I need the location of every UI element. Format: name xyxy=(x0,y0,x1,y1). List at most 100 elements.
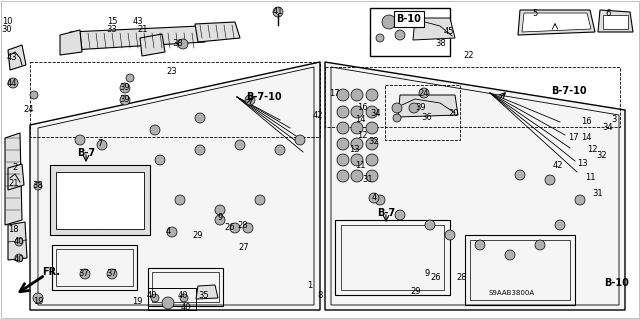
Text: 26: 26 xyxy=(431,273,442,283)
Text: 23: 23 xyxy=(166,66,177,76)
Bar xyxy=(465,235,575,305)
Bar xyxy=(385,85,460,140)
Polygon shape xyxy=(413,18,455,40)
Text: 43: 43 xyxy=(132,18,143,26)
Text: 17: 17 xyxy=(568,132,579,142)
Text: 33: 33 xyxy=(107,25,117,33)
Circle shape xyxy=(575,195,585,205)
Circle shape xyxy=(475,240,485,250)
Circle shape xyxy=(273,7,283,17)
Circle shape xyxy=(178,39,188,49)
Text: 9: 9 xyxy=(424,269,429,278)
Circle shape xyxy=(155,155,165,165)
Text: 16: 16 xyxy=(356,102,367,112)
Text: 31: 31 xyxy=(363,175,373,184)
Text: 36: 36 xyxy=(422,114,433,122)
Text: 28: 28 xyxy=(457,273,467,283)
Circle shape xyxy=(175,195,185,205)
Text: 19: 19 xyxy=(132,298,142,307)
Text: 29: 29 xyxy=(193,231,204,240)
Circle shape xyxy=(366,122,378,134)
Text: 13: 13 xyxy=(577,160,588,168)
Bar xyxy=(30,62,320,137)
Text: 41: 41 xyxy=(273,8,284,17)
Text: 29: 29 xyxy=(411,286,421,295)
Circle shape xyxy=(375,195,385,205)
Text: 37: 37 xyxy=(107,270,117,278)
Circle shape xyxy=(445,230,455,240)
Text: 43: 43 xyxy=(6,54,17,63)
Circle shape xyxy=(215,215,225,225)
Text: B-10: B-10 xyxy=(397,14,421,24)
Text: 2: 2 xyxy=(12,164,18,173)
Circle shape xyxy=(243,223,253,233)
Circle shape xyxy=(376,34,384,42)
Circle shape xyxy=(351,154,363,166)
Text: 42: 42 xyxy=(313,110,323,120)
Text: 14: 14 xyxy=(580,133,591,143)
Bar xyxy=(370,8,450,56)
Text: 38: 38 xyxy=(33,181,44,189)
Circle shape xyxy=(369,193,379,203)
Text: 32: 32 xyxy=(596,152,607,160)
Bar xyxy=(56,249,133,286)
Text: S9AAB3800A: S9AAB3800A xyxy=(489,290,535,296)
Circle shape xyxy=(366,170,378,182)
Circle shape xyxy=(245,95,255,105)
Bar xyxy=(56,172,144,229)
Text: B-7-10: B-7-10 xyxy=(551,86,587,96)
Circle shape xyxy=(395,210,405,220)
Circle shape xyxy=(30,91,38,99)
Polygon shape xyxy=(518,10,595,35)
Text: 20: 20 xyxy=(449,108,460,117)
Bar xyxy=(335,220,450,295)
Text: 21: 21 xyxy=(9,179,19,188)
Text: 17: 17 xyxy=(329,88,339,98)
Polygon shape xyxy=(30,62,320,310)
Text: 24: 24 xyxy=(24,106,35,115)
Circle shape xyxy=(15,254,23,262)
Text: 40: 40 xyxy=(13,238,24,247)
Circle shape xyxy=(555,220,565,230)
Circle shape xyxy=(535,240,545,250)
Text: 11: 11 xyxy=(585,174,595,182)
Text: 39: 39 xyxy=(120,95,131,105)
Bar xyxy=(50,165,150,235)
Bar xyxy=(470,240,570,300)
Circle shape xyxy=(167,227,177,237)
Circle shape xyxy=(337,154,349,166)
Text: B-7-10: B-7-10 xyxy=(246,92,282,102)
Circle shape xyxy=(366,106,378,118)
Polygon shape xyxy=(60,30,82,55)
Text: 24: 24 xyxy=(419,88,429,98)
Text: 39: 39 xyxy=(416,103,426,113)
Text: 4: 4 xyxy=(165,227,171,236)
Text: 38: 38 xyxy=(436,39,446,48)
Text: 3: 3 xyxy=(611,115,617,124)
Circle shape xyxy=(337,170,349,182)
Circle shape xyxy=(392,103,402,113)
Circle shape xyxy=(97,140,107,150)
Circle shape xyxy=(425,220,435,230)
Text: 9: 9 xyxy=(218,213,223,222)
Polygon shape xyxy=(598,10,633,32)
Circle shape xyxy=(382,15,396,29)
Text: 14: 14 xyxy=(355,115,365,124)
Bar xyxy=(148,288,196,310)
Circle shape xyxy=(195,113,205,123)
Circle shape xyxy=(8,78,18,88)
Circle shape xyxy=(120,95,130,105)
Polygon shape xyxy=(325,62,625,310)
Polygon shape xyxy=(8,45,26,70)
Text: 21: 21 xyxy=(138,25,148,33)
Circle shape xyxy=(351,170,363,182)
Text: 40: 40 xyxy=(13,256,24,264)
Text: B-7: B-7 xyxy=(77,148,95,158)
Text: 45: 45 xyxy=(444,26,454,35)
Polygon shape xyxy=(196,285,218,299)
Circle shape xyxy=(393,114,401,122)
Circle shape xyxy=(366,154,378,166)
Text: 5: 5 xyxy=(532,10,538,19)
Bar xyxy=(341,225,444,290)
Text: 1: 1 xyxy=(307,280,312,290)
